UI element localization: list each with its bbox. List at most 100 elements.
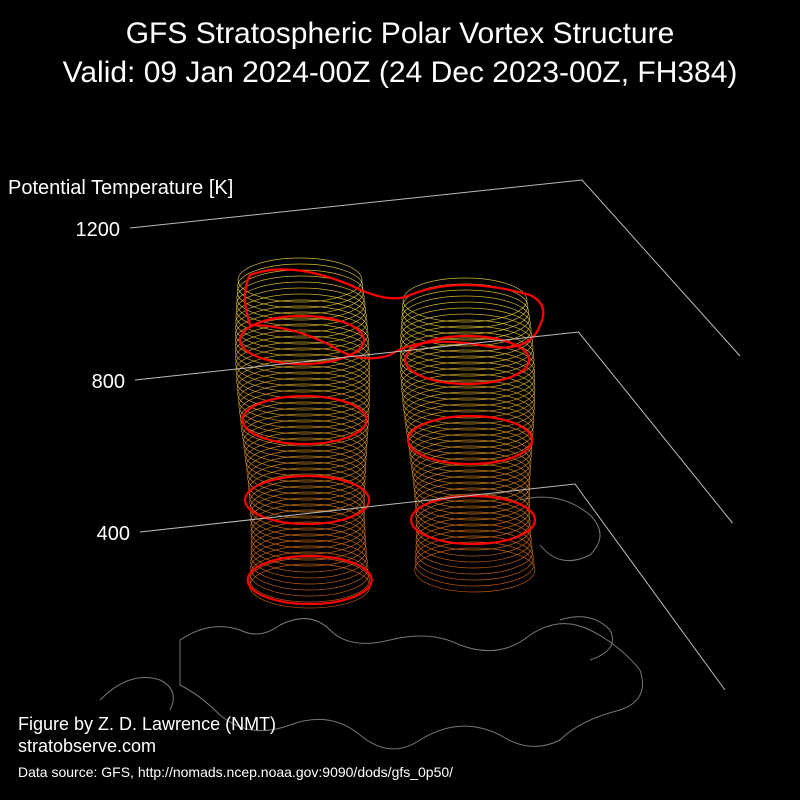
isentrope <box>400 313 533 359</box>
isentrope <box>401 295 530 341</box>
isentrope <box>235 293 367 339</box>
coastlines <box>99 496 643 750</box>
isentrope <box>415 535 534 581</box>
contour <box>409 494 537 546</box>
top-contour <box>243 268 545 360</box>
tick-label: 400 <box>97 523 130 545</box>
isentrope <box>250 503 366 549</box>
title-line: Valid: 09 Jan 2024-00Z (24 Dec 2023-00Z,… <box>63 56 738 89</box>
isentrope <box>414 475 530 521</box>
isentrope <box>249 557 370 603</box>
credit: stratobserve.com <box>18 736 156 756</box>
contour <box>241 394 368 446</box>
contour <box>238 314 366 366</box>
isentrope <box>246 449 366 495</box>
isentrope <box>400 361 536 407</box>
isentrope <box>250 521 367 567</box>
isentrope <box>414 541 535 587</box>
isentrope <box>236 359 371 405</box>
isentrope <box>248 473 366 519</box>
isentrope <box>403 391 535 437</box>
isentrope <box>245 437 367 483</box>
isentrope <box>237 263 364 309</box>
isentrope <box>235 341 371 387</box>
isentrope <box>415 493 531 539</box>
isentrope <box>235 299 368 345</box>
isentrope <box>401 289 530 335</box>
isentrope <box>399 331 534 377</box>
isentrope <box>412 457 531 503</box>
isentrope <box>235 329 370 375</box>
isentrope <box>410 439 532 485</box>
isentrope <box>235 311 369 357</box>
isentrope <box>400 325 534 371</box>
isentrope <box>402 277 528 323</box>
isentrope <box>400 355 536 401</box>
isentrope <box>235 353 371 399</box>
isentrope <box>237 371 371 417</box>
isentrope <box>401 301 531 347</box>
isentrope <box>409 433 532 479</box>
contour <box>404 334 531 386</box>
isentrope <box>250 533 368 579</box>
isentrope <box>402 379 536 425</box>
source: Data source: GFS, http://nomads.ncep.noa… <box>18 764 453 780</box>
isentrope <box>414 547 536 593</box>
isentrope <box>250 509 366 555</box>
isentrope <box>413 469 531 515</box>
isentrope <box>240 401 369 447</box>
isentrope <box>241 407 369 453</box>
isentrope <box>405 403 534 449</box>
title-line: GFS Stratospheric Polar Vortex Structure <box>126 17 675 50</box>
isentrope <box>415 529 533 575</box>
isentrope <box>400 349 535 395</box>
isentrope <box>250 515 366 561</box>
axis-label: Potential Temperature [K] <box>8 177 233 199</box>
isentrope <box>400 307 532 353</box>
vortex <box>234 257 545 609</box>
isentrope <box>400 337 535 383</box>
isentrope <box>236 365 371 411</box>
isentrope <box>414 481 530 527</box>
isentrope <box>234 323 370 369</box>
isentrope <box>250 545 369 591</box>
isentrope <box>404 397 535 443</box>
grid-line <box>139 483 726 691</box>
isentrope <box>237 257 363 303</box>
isentrope <box>401 367 536 413</box>
isentrope <box>415 517 532 563</box>
isentrope <box>236 281 366 327</box>
isentrope <box>247 461 366 507</box>
credit: Figure by Z. D. Lawrence (NMT) <box>18 714 276 734</box>
tick-label: 800 <box>92 371 125 393</box>
isentrope <box>236 275 365 321</box>
isentrope <box>250 527 367 573</box>
contour <box>246 554 373 606</box>
contour <box>243 474 371 526</box>
tick-label: 1200 <box>76 219 121 241</box>
isentrope <box>403 385 535 431</box>
isentrope <box>411 445 531 491</box>
isentrope <box>415 511 532 557</box>
isentrope <box>239 389 370 435</box>
isentrope <box>415 523 533 569</box>
isentrope <box>401 373 536 419</box>
isentrope <box>408 427 533 473</box>
isentrope <box>242 413 368 459</box>
contour <box>406 414 534 466</box>
isentrope <box>247 455 366 501</box>
isentrope <box>243 425 368 471</box>
isentrope <box>400 319 533 365</box>
isentrope <box>250 491 365 537</box>
isentrope <box>237 377 370 423</box>
isentrope <box>238 383 370 429</box>
isentrope <box>235 347 371 393</box>
isentrope <box>406 409 534 455</box>
grid-line <box>129 179 741 357</box>
isentrope <box>242 419 368 465</box>
grid-line <box>134 331 733 524</box>
isentrope <box>250 539 368 585</box>
isentrope <box>235 305 368 351</box>
